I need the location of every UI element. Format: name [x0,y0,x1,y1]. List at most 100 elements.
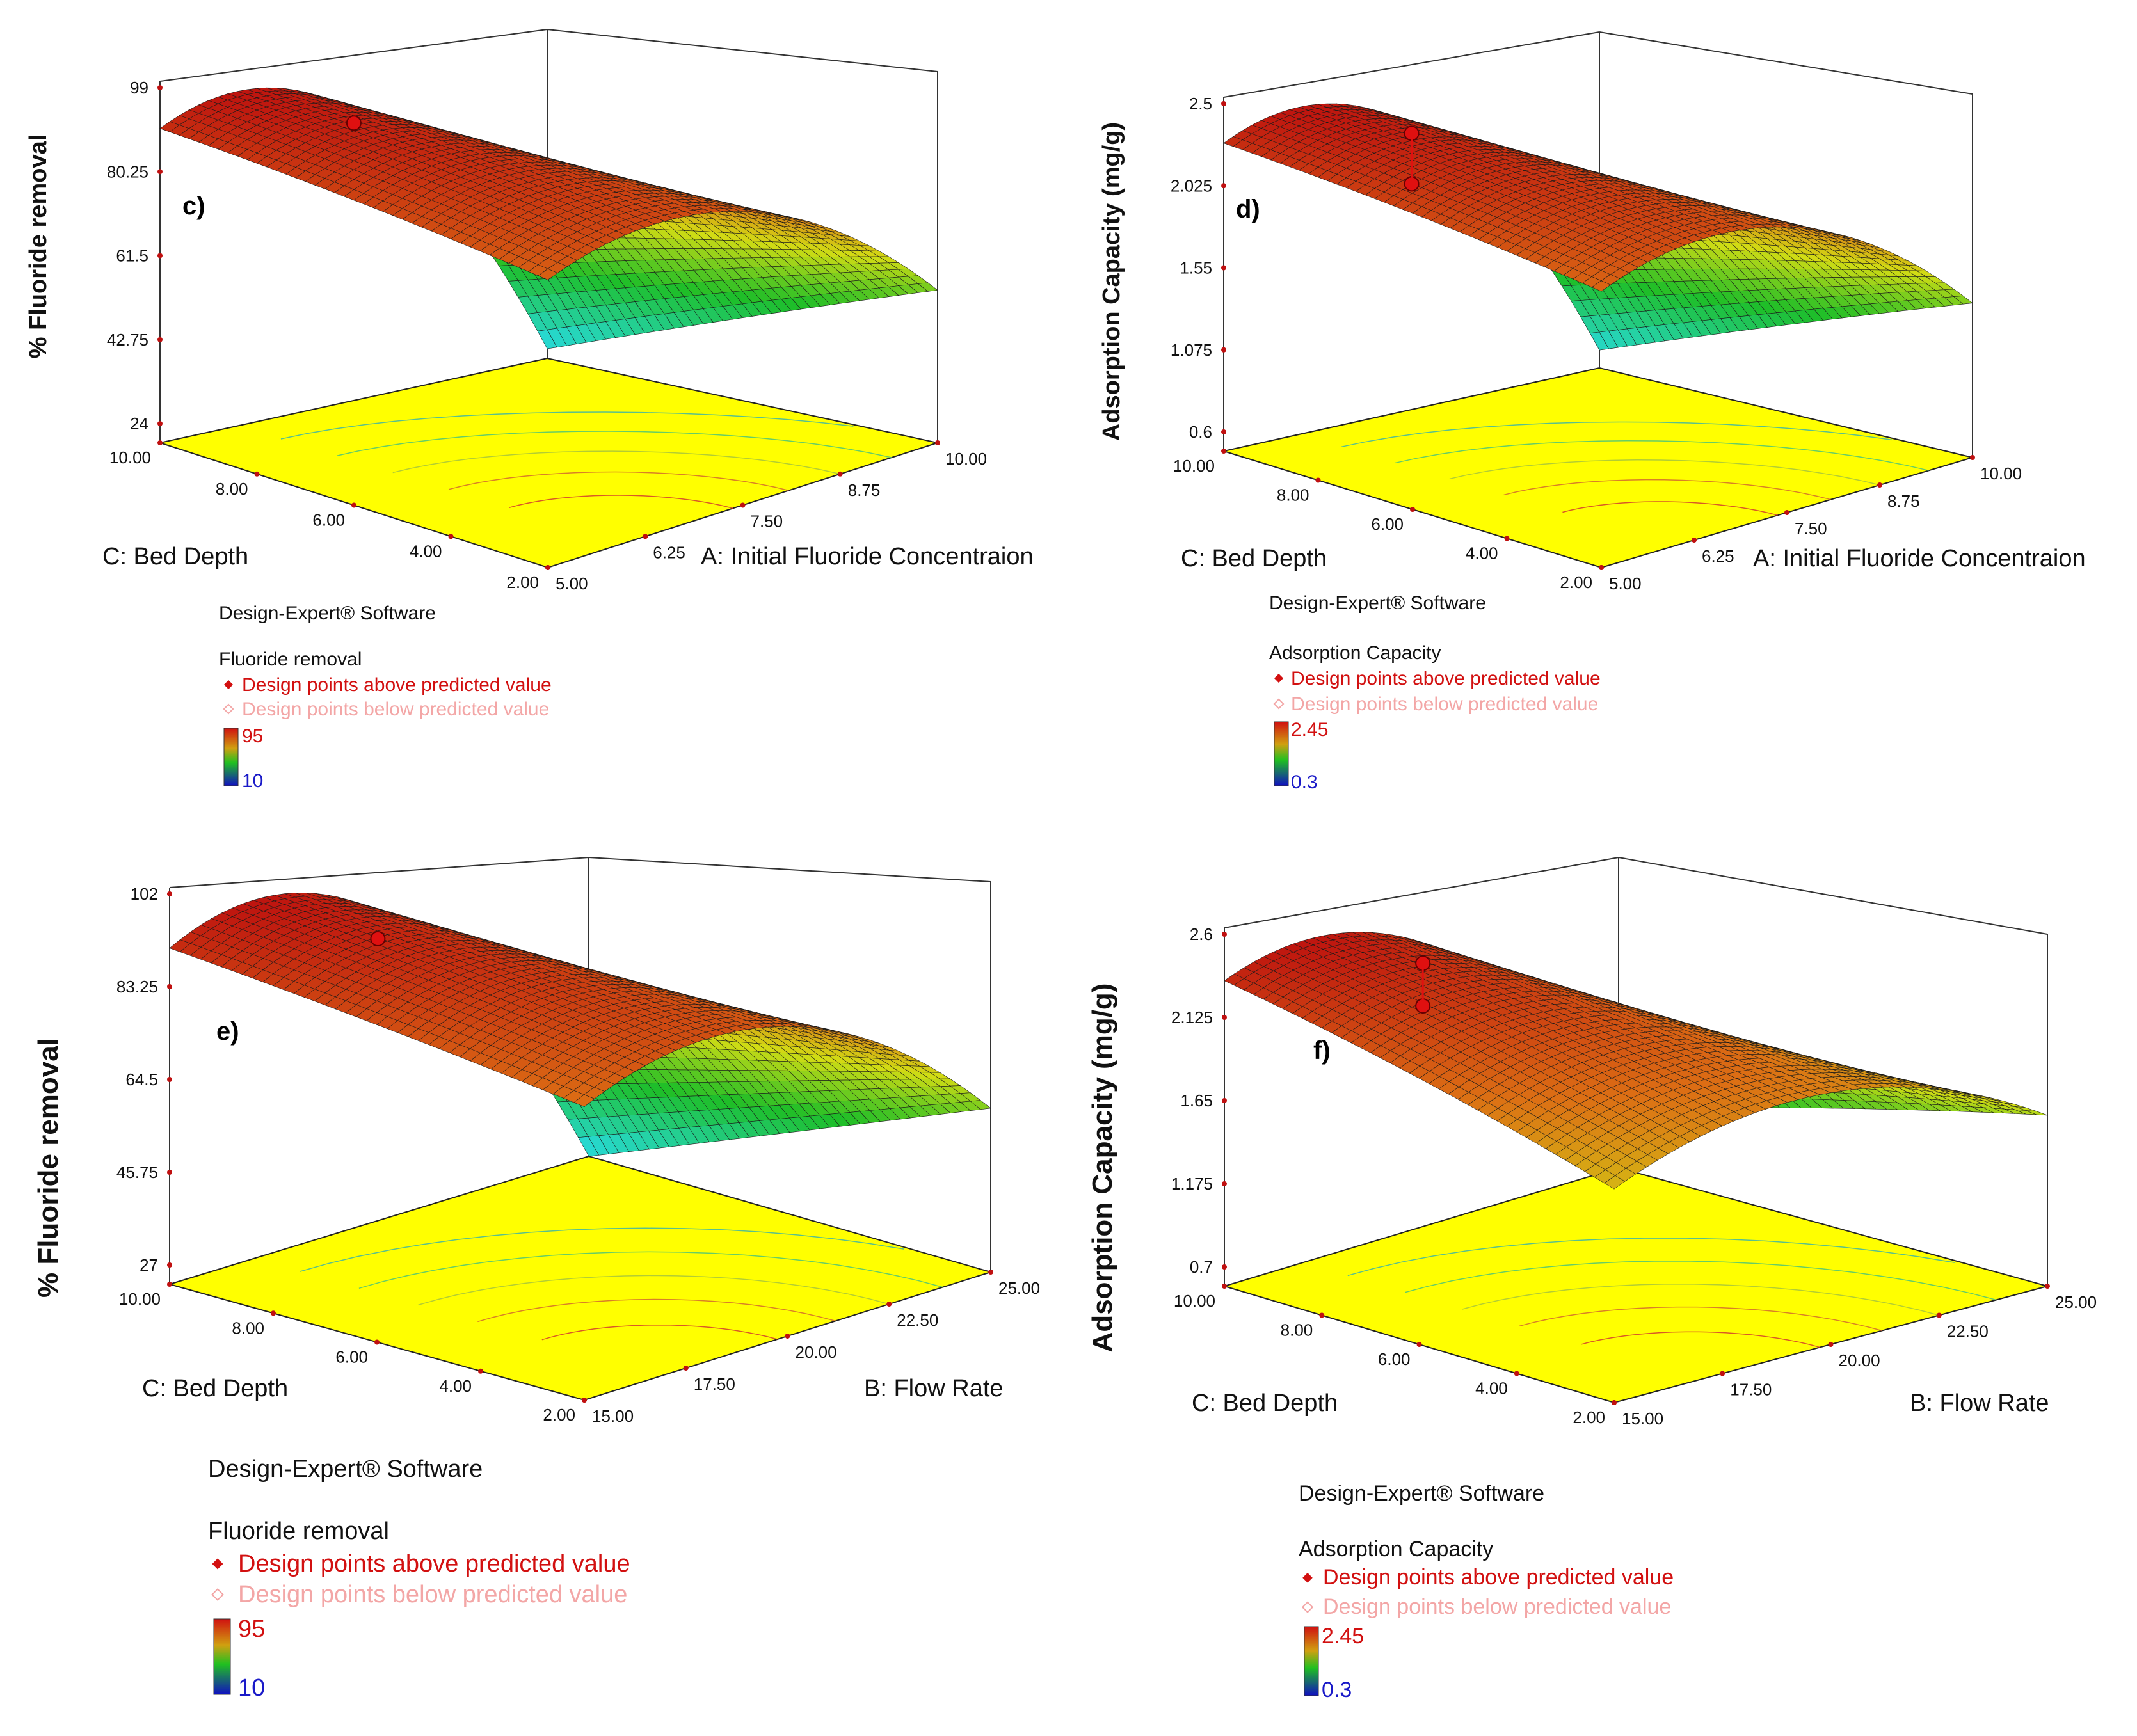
panel-d-floor-contour [1449,459,1880,486]
panel-d-depth-tick-label: 10.00 [1173,456,1215,475]
panel-c-legend-below: Design points below predicted value [242,699,549,720]
panel-d-surface-cell [1953,296,1973,305]
panel-c-label: c) [182,192,205,220]
panel-c-legend-below-marker [223,703,234,715]
panel-c-z-tick-mark [157,337,163,342]
panel-e-surface-cell [970,1100,991,1110]
panel-d: 2.5 2.025 1.55 1.075 0.6 5.00 6.25 7.50 8.75 10.… [1068,0,2136,868]
panel-c-x-tick-mark [837,471,843,477]
panel-e-depth-tick-label: 8.00 [232,1318,264,1337]
panel-e-floor-contour [541,1324,778,1341]
panel-e-depth-tick-mark [582,1398,587,1403]
panel-e-depth-tick-mark [271,1310,276,1316]
panel-d-depth-tick-label: 4.00 [1466,544,1498,563]
panel-d-z-tick-label: 1.55 [1180,259,1212,278]
panel-c-legend-above-marker [223,680,234,690]
panel-c-z-tick-label: 61.5 [116,246,148,266]
panel-c-depth-tick-label: 4.00 [410,541,442,561]
panel-f-floor-contour [1581,1331,1820,1348]
panel-e-legend-software: Design-Expert® Software [208,1456,483,1483]
panel-d-floor-plane [1221,367,1975,569]
panel-d-x-tick-mark [1970,455,1975,460]
panel-c-legend-above: Design points above predicted value [242,674,552,696]
panel-e-legend-above-marker [212,1558,223,1570]
panel-d-z-tick-mark [1221,429,1226,434]
panel-c-depth-ticks: 10.008.006.004.002.00 [109,440,550,592]
panel-e-frame-top-right [588,857,991,882]
panel-c-design-point [346,115,362,131]
panel-e-z-tick-mark [167,1077,172,1082]
panel-c-z-tick-mark [157,421,163,426]
panel-c-z-tick-mark [157,253,163,259]
panel-e-x-tick-mark [988,1270,993,1275]
panel-d-depth-tick-mark [1504,536,1510,541]
panel-c-floor-contour [448,471,789,491]
panel-d-depth-tick-mark [1315,477,1321,483]
panel-e-z-tick-label: 83.25 [116,977,158,996]
panel-d-x-tick-label: 6.25 [1702,546,1734,566]
panel-c-points [346,115,362,131]
panel-d-frame-top-right [1599,31,1973,95]
panel-d-colorbar-max: 2.45 [1291,719,1328,740]
panel-c-floor-plane [157,357,940,569]
panel-c-depth-tick-mark [254,471,260,477]
panel-d-depth-tick-mark [1221,449,1226,454]
panel-d-z-tick-mark [1221,183,1226,189]
panel-c-x-tick-label: 6.25 [653,543,685,562]
panel-e-surface [169,893,991,1157]
panel-e-z-tick-label: 64.5 [125,1070,158,1089]
panel-e: 102 83.25 64.5 45.75 27 15.00 17.50 20.00 22.50… [0,845,1068,1712]
panel-e-z-tick-label: 27 [140,1255,158,1275]
panel-e-z-tick-mark [167,891,172,896]
panel-d-depth-tick-mark [1410,507,1415,512]
panel-e-z-tick-label: 102 [131,884,158,904]
panel-e-colorbar [213,1618,231,1695]
panel-e-legend-response: Fluoride removal [208,1518,389,1545]
panel-d-legend-below-marker [1273,698,1285,710]
panel-d-points [1404,125,1420,192]
panel-d-z-tick-label: 0.6 [1189,422,1212,442]
panel-e-legend-below: Design points below predicted value [238,1581,627,1608]
panel-c-frame-top-left [159,29,548,82]
panel-c-z-tick-label: 99 [130,78,148,97]
panel-e-floor-contour [299,1227,904,1272]
panel-c-x-tick-label: 8.75 [848,481,881,500]
panel-c-x-tick-mark [643,534,648,539]
panel-d-x-tick-mark [1784,510,1789,515]
panel-c-frame-top-right [547,29,938,72]
panel-c-legend-software: Design-Expert® Software [219,603,436,624]
panel-e-points [370,931,386,947]
panel-d-frame [1223,31,1973,458]
panel-e-x-axis-label: B: Flow Rate [864,1375,1004,1402]
panel-c-z-tick-label: 24 [130,414,148,433]
panel-d-x-tick-mark [1877,482,1882,488]
panel-e-depth-ticks: 10.008.006.004.002.00 [119,1282,587,1424]
panel-c-colorbar-min: 10 [242,770,263,792]
panel-e-depth-tick-mark [374,1339,380,1345]
panel-e-z-tick-mark [167,1262,172,1268]
panel-e-depth-tick-label: 10.00 [119,1289,161,1309]
panel-d-legend-response: Adsorption Capacity [1269,642,1441,664]
panel-e-depth-tick-mark [167,1282,172,1287]
panel-c-x-axis-label: A: Initial Fluoride Concentraion [701,543,1034,570]
panel-c-depth-tick-label: 8.00 [216,479,248,498]
panel-d-legend-below: Design points below predicted value [1291,694,1598,715]
panel-e-x-tick-mark [683,1366,689,1371]
panel-d-z-tick-mark [1221,347,1226,353]
panel-e-depth-tick-mark [478,1368,483,1374]
panel-d-label: d) [1236,195,1260,223]
panel-f-floor-contour [1519,1306,1882,1332]
panel-d-depth-tick-mark [1599,565,1604,570]
panel-d-floor [1221,367,1975,569]
panel-c-x-tick-mark [935,440,940,445]
panel-c-z-tick-mark [157,85,163,90]
panel-e-x-tick-label: 25.00 [998,1278,1040,1298]
panel-c-depth-axis-label: C: Bed Depth [102,543,248,570]
panel-d-z-tick-mark [1221,101,1226,106]
panel-c-z-tick-mark [157,169,163,175]
panel-c-floor-contour [280,411,854,440]
